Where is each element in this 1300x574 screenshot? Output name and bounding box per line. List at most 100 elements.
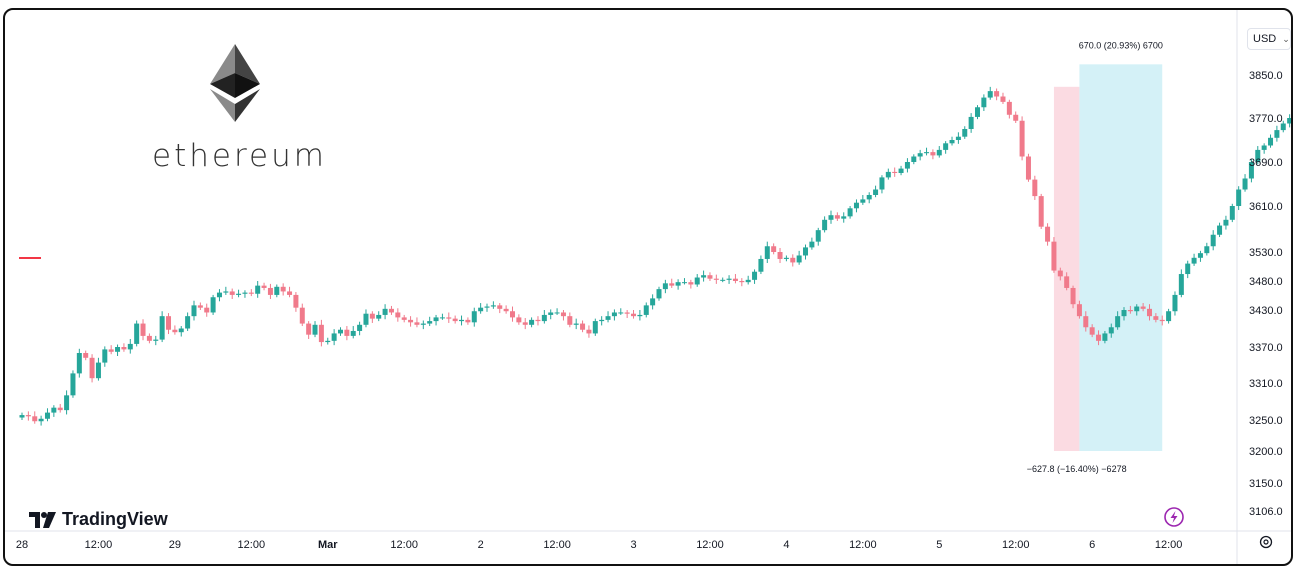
candle-body <box>1146 308 1152 317</box>
chart-canvas[interactable]: 670.0 (20.93%) 6700 −627.8 (−16.40%) −627… <box>5 10 1293 566</box>
candle-body <box>210 297 216 313</box>
candle-body <box>548 312 554 315</box>
candle-body <box>1159 319 1165 322</box>
price-tick-label: 3150.0 <box>1249 478 1283 490</box>
candle-body <box>1236 189 1242 206</box>
candle-body <box>1191 257 1197 264</box>
candle-body <box>1153 316 1159 320</box>
measure-down-box[interactable] <box>1053 86 1080 451</box>
price-tick-label: 3850.0 <box>1249 70 1283 82</box>
candle-body <box>516 317 522 323</box>
candle-body <box>509 311 515 318</box>
candle-body <box>197 305 203 308</box>
candle-body <box>1255 149 1261 162</box>
measure-layer: 670.0 (20.93%) 6700 −627.8 (−16.40%) −627… <box>1027 40 1163 474</box>
candle-body <box>739 281 745 283</box>
candle-body <box>146 335 152 341</box>
candle-body <box>490 305 496 307</box>
time-tick-label: 12:00 <box>1002 539 1030 551</box>
candle-body <box>318 324 324 343</box>
price-tick-label: 3370.0 <box>1249 342 1283 354</box>
candle-body <box>95 362 101 379</box>
candle-body <box>1274 130 1280 138</box>
candle-body <box>694 277 700 285</box>
candle-body <box>350 330 356 336</box>
tradingview-watermark[interactable]: TradingView <box>29 509 168 530</box>
price-axis[interactable]: 3850.0 3770.0 3690.0 3610.0 3530.0 3480.0 3430… <box>1249 70 1283 518</box>
tradingview-label: TradingView <box>62 509 168 529</box>
candle-body <box>580 323 586 330</box>
candle-body <box>790 257 796 263</box>
candle-body <box>1070 287 1076 305</box>
candle-body <box>815 230 821 242</box>
measure-up-box[interactable] <box>1079 64 1163 452</box>
settings-gear-icon[interactable] <box>1259 535 1273 549</box>
candle-body <box>777 252 783 259</box>
candle-body <box>853 202 859 209</box>
candle-body <box>280 286 286 292</box>
price-tick-label: 3430.0 <box>1249 305 1283 317</box>
candle-body <box>554 312 560 314</box>
candle-body <box>1013 114 1019 121</box>
candle-body <box>1038 196 1044 227</box>
candle-body <box>1204 246 1210 254</box>
candle-body <box>172 329 178 333</box>
candle-body <box>1172 294 1178 312</box>
candle-body <box>64 395 70 411</box>
ethereum-diamond-icon <box>210 44 260 122</box>
candle-body <box>1045 226 1051 242</box>
candle-body <box>1185 263 1191 275</box>
candle-body <box>796 255 802 263</box>
time-tick-label: 2 <box>478 539 484 551</box>
candle-body <box>949 140 955 144</box>
candle-body <box>688 282 694 285</box>
time-axis[interactable]: 28 12:00 29 12:00 Mar 12:00 2 12:00 3 12:00 4 12:00… <box>16 539 1182 551</box>
candle-body <box>51 407 57 413</box>
candle-body <box>223 291 229 293</box>
ethereum-wordmark: ethereum <box>152 138 327 174</box>
candle-body <box>726 278 732 280</box>
candle-body <box>618 312 624 314</box>
candle-body <box>1140 306 1146 309</box>
candle-body <box>650 298 656 306</box>
candle-body <box>847 208 853 217</box>
candle-body <box>1217 225 1223 235</box>
candle-body <box>1166 311 1172 322</box>
lightning-icon[interactable] <box>1164 507 1184 527</box>
candle-body <box>522 322 528 325</box>
chart-frame: 670.0 (20.93%) 6700 −627.8 (−16.40%) −627… <box>3 8 1293 566</box>
candle-body <box>19 415 25 418</box>
candle-body <box>191 305 197 317</box>
candle-body <box>1242 178 1248 190</box>
candle-body <box>560 312 566 317</box>
time-tick-label: 5 <box>936 539 942 551</box>
price-tick-label: 3770.0 <box>1249 113 1283 125</box>
time-tick-label: 29 <box>169 539 181 551</box>
candle-body <box>1121 310 1127 317</box>
candle-body <box>701 275 707 278</box>
candle-body <box>567 316 573 325</box>
candle-body <box>764 246 770 259</box>
candle-body <box>1051 241 1057 271</box>
price-tick-label: 3480.0 <box>1249 276 1283 288</box>
candle-body <box>127 343 133 350</box>
candle-body <box>216 292 222 298</box>
candle-body <box>153 339 159 341</box>
candle-body <box>1287 118 1291 124</box>
price-tick-label: 3250.0 <box>1249 415 1283 427</box>
candle-body <box>159 316 165 340</box>
candle-body <box>108 349 114 352</box>
currency-selector[interactable]: USD ⌄ <box>1247 28 1291 50</box>
candle-body <box>44 412 50 419</box>
candle-body <box>662 283 668 290</box>
candle-body <box>204 307 210 313</box>
candle-body <box>267 287 273 295</box>
candle-body <box>388 308 394 313</box>
candles-layer <box>19 86 1291 426</box>
candle-body <box>535 319 541 322</box>
time-tick-label: 12:00 <box>849 539 877 551</box>
candle-body <box>822 219 828 231</box>
candle-body <box>338 329 343 334</box>
candle-body <box>248 292 254 294</box>
candle-body <box>675 282 681 286</box>
